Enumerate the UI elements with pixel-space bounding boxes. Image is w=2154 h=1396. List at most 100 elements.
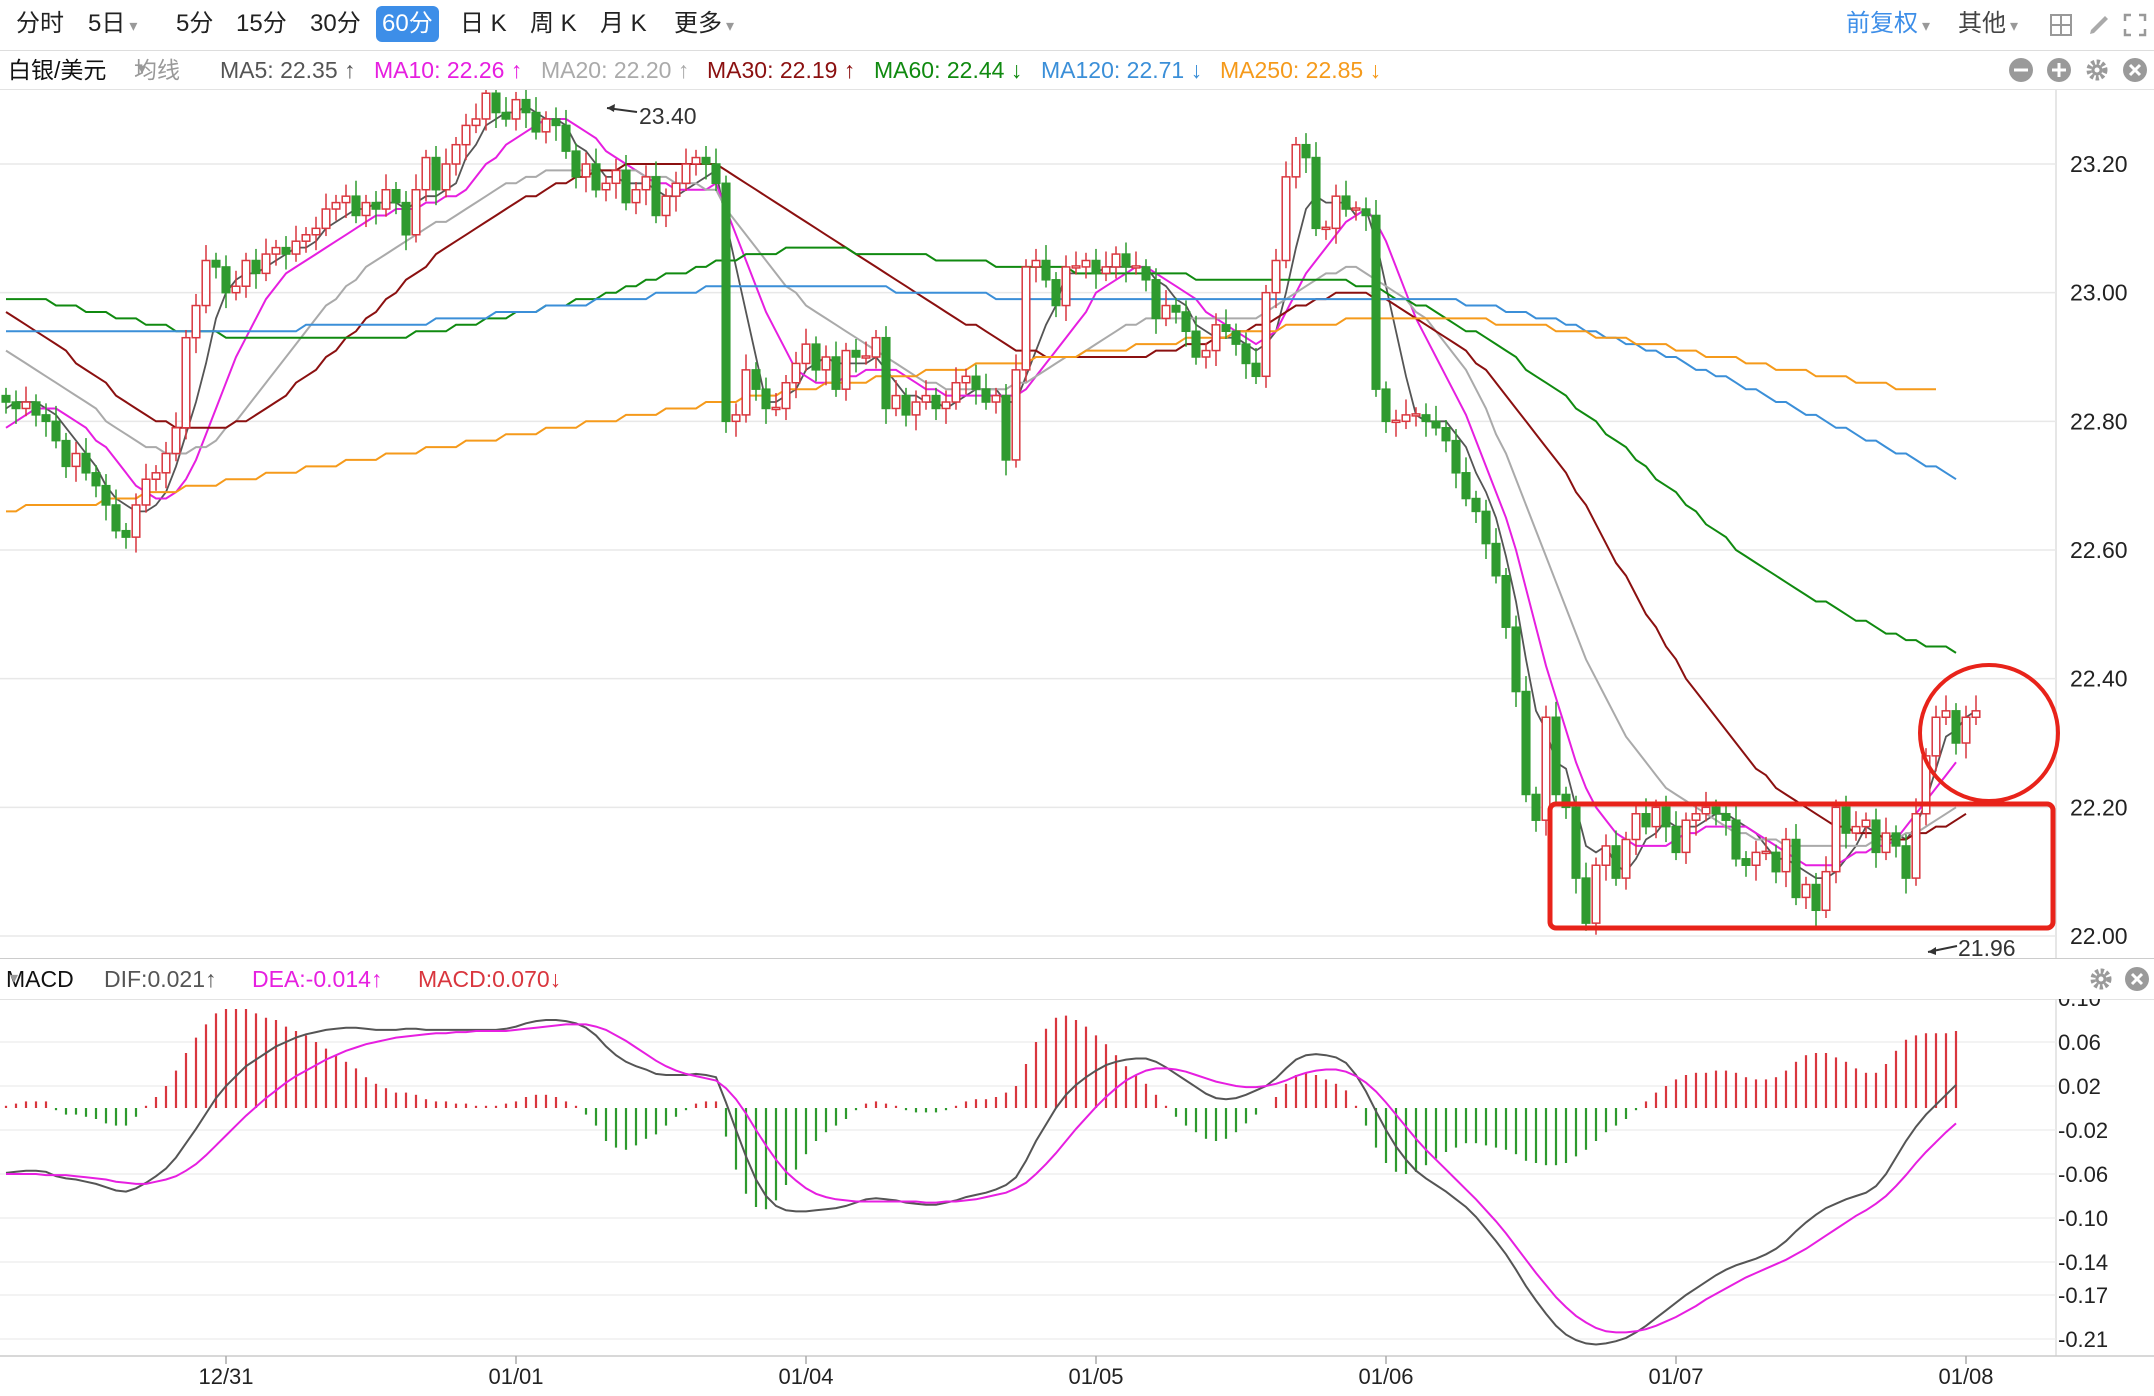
candle-body: [271, 246, 281, 255]
candle-body: [591, 163, 601, 191]
candle: [751, 362, 761, 401]
candle: [1271, 248, 1281, 309]
candle-body: [1401, 414, 1411, 423]
candle: [511, 91, 521, 131]
candle: [1941, 695, 1951, 725]
candle: [111, 489, 121, 539]
ma120-value: MA120: 22.71 ↓: [1041, 57, 1203, 83]
other-dropdown[interactable]: 其他 ▾: [1958, 6, 2018, 42]
candle: [571, 143, 581, 189]
adjust-dropdown[interactable]: 前复权 ▾: [1846, 6, 1930, 42]
candle-body: [1301, 143, 1311, 159]
close-icon[interactable]: [2122, 57, 2148, 83]
gear-icon[interactable]: [2084, 57, 2110, 83]
candle-body: [341, 195, 351, 204]
candle-body: [61, 439, 71, 468]
candle: [1361, 197, 1371, 231]
macd-tick-label: 0.10: [2058, 999, 2101, 1011]
tab-15min[interactable]: 15分: [236, 10, 287, 37]
plus-icon[interactable]: [2046, 57, 2072, 83]
candlestick-chart[interactable]: 23.20 23.00 22.80 22.60 22.40 22.20 22.00 23.4…: [0, 90, 2154, 958]
tab-week-k[interactable]: 周 K: [530, 10, 577, 37]
macd-chart[interactable]: 0.10 0.06 0.02 -0.02 -0.06 -0.10 -0.14 -0.17 -0.…: [0, 999, 2154, 1396]
candle-body: [531, 111, 541, 133]
candle: [1, 387, 11, 414]
candle-body: [1211, 324, 1221, 352]
candle: [1301, 133, 1311, 174]
fullscreen-icon[interactable]: [2122, 12, 2148, 38]
dea-line: [6, 1023, 1957, 1334]
tab-5day[interactable]: 5日 ▾: [82, 6, 143, 42]
candle: [981, 373, 991, 410]
candle: [1631, 802, 1641, 855]
macd-lines: [5, 1019, 1957, 1346]
candle: [691, 149, 701, 176]
candle: [391, 182, 401, 215]
candle: [531, 97, 541, 140]
tab-60min[interactable]: 60分: [376, 6, 439, 42]
candle-body: [31, 401, 41, 416]
candle: [1101, 251, 1111, 282]
tab-more[interactable]: 更多 ▾: [668, 6, 740, 42]
draw-pen-icon[interactable]: [2086, 12, 2112, 38]
symbol-name: 白银/美元: [8, 57, 107, 83]
candle: [291, 225, 301, 262]
candle-body: [131, 504, 141, 538]
candle-body: [191, 304, 201, 339]
candle: [1021, 259, 1031, 382]
candle-body: [231, 285, 241, 294]
candle-body: [321, 208, 331, 230]
candle-body: [1111, 253, 1121, 268]
candle-body: [1121, 253, 1131, 268]
tab-day-k[interactable]: 日 K: [460, 10, 507, 37]
minus-icon[interactable]: [2008, 57, 2034, 83]
grid-icon[interactable]: [2048, 12, 2074, 38]
candle: [321, 193, 331, 237]
price-tick-label: 23.00: [2070, 280, 2128, 306]
candle-body: [401, 201, 411, 236]
candle: [151, 465, 161, 491]
candle: [1391, 409, 1401, 437]
date-axis-labels: 12/31 01/01 01/04 01/05 01/06 01/07 01/08: [198, 1356, 1994, 1389]
tab-30min[interactable]: 30分: [310, 10, 361, 37]
candle-body: [1071, 265, 1081, 269]
candle-body: [1741, 858, 1751, 866]
candle: [341, 184, 351, 219]
candle: [1411, 407, 1421, 427]
candle: [51, 405, 61, 449]
date-tick-label: 01/07: [1648, 1364, 1703, 1389]
candle-body: [941, 401, 951, 410]
candle-body: [71, 452, 81, 468]
candle: [1821, 856, 1831, 918]
candle-body: [1, 394, 11, 403]
adjust-label: 前复权: [1846, 10, 1918, 37]
candle: [1051, 272, 1061, 318]
candle-body: [741, 369, 751, 416]
tab-timeshare[interactable]: 分时: [16, 10, 64, 37]
candle: [1671, 811, 1681, 861]
candle-body: [11, 401, 21, 410]
candle: [1141, 259, 1151, 292]
tab-month-k[interactable]: 月 K: [600, 10, 647, 37]
candle: [1741, 851, 1751, 877]
gear-icon[interactable]: [2088, 966, 2114, 992]
tab-5min[interactable]: 5分: [176, 10, 214, 37]
candle: [961, 368, 971, 395]
candle-body: [811, 343, 821, 371]
candle: [301, 227, 311, 253]
candle: [1931, 705, 1941, 772]
candle-body: [1881, 832, 1891, 854]
macd-tick-label: 0.02: [2058, 1074, 2101, 1099]
candle-body: [1181, 311, 1191, 333]
candle: [401, 191, 411, 251]
candle-body: [381, 188, 391, 210]
candle: [1381, 381, 1391, 433]
candle: [481, 90, 491, 131]
candle-body: [621, 169, 631, 204]
candle: [891, 380, 901, 417]
candle: [851, 338, 861, 373]
candle-body: [1161, 304, 1171, 320]
candle-body: [1871, 819, 1881, 854]
close-icon[interactable]: [2124, 966, 2150, 992]
candle: [31, 394, 41, 427]
